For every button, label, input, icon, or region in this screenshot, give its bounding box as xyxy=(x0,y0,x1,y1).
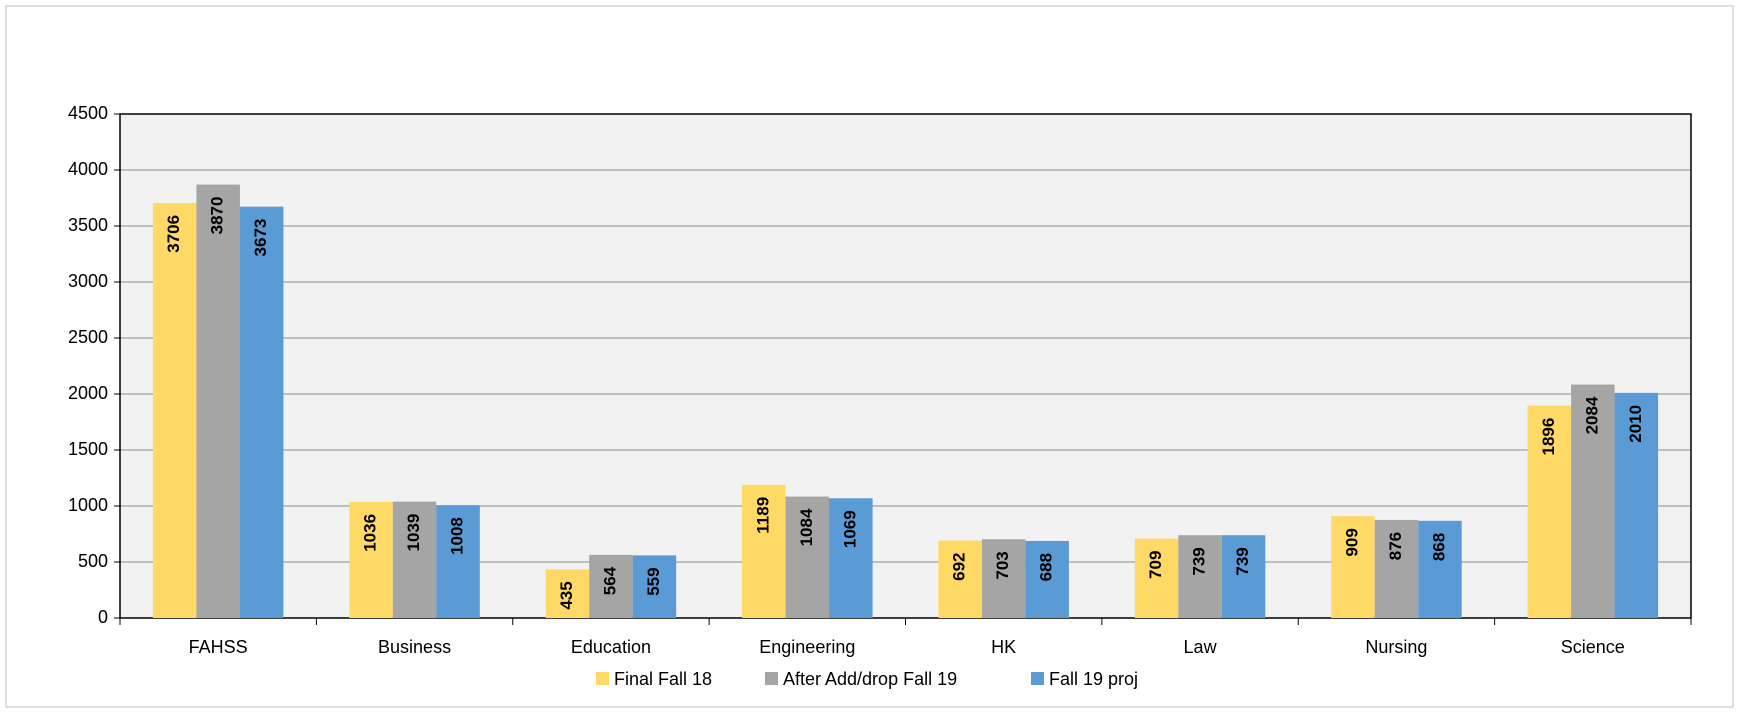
data-label: 703 xyxy=(993,551,1012,579)
data-label: 3870 xyxy=(208,197,227,235)
x-tick-label: Engineering xyxy=(759,637,855,657)
y-tick-label: 0 xyxy=(98,607,108,627)
y-tick-label: 3000 xyxy=(68,271,108,291)
data-label: 559 xyxy=(644,567,663,595)
data-label: 435 xyxy=(557,581,576,609)
y-tick-label: 2500 xyxy=(68,327,108,347)
bar xyxy=(829,498,873,618)
data-label: 1896 xyxy=(1539,418,1558,456)
bar xyxy=(349,501,393,618)
bar xyxy=(545,569,590,618)
legend-swatch xyxy=(596,672,609,685)
bar xyxy=(1571,384,1615,618)
bar xyxy=(436,505,480,618)
x-tick-label: Law xyxy=(1184,637,1218,657)
bar xyxy=(589,554,633,618)
data-label: 2010 xyxy=(1626,405,1645,443)
bar xyxy=(785,496,830,618)
x-tick-label: FAHSS xyxy=(189,637,248,657)
data-label: 868 xyxy=(1429,533,1448,561)
y-tick-label: 2000 xyxy=(68,383,108,403)
legend-swatch xyxy=(765,672,778,685)
data-label: 1008 xyxy=(448,517,467,555)
data-label: 909 xyxy=(1342,528,1361,556)
x-tick-label: Science xyxy=(1561,637,1625,657)
legend-label: Final Fall 18 xyxy=(614,669,712,689)
bar xyxy=(196,184,240,618)
data-label: 1084 xyxy=(797,508,816,546)
data-label: 1189 xyxy=(753,497,772,534)
data-label: 692 xyxy=(950,552,969,580)
data-label: 739 xyxy=(1190,547,1209,575)
data-label: 3706 xyxy=(164,215,183,253)
y-tick-label: 1000 xyxy=(68,495,108,515)
bar xyxy=(1221,535,1266,618)
data-label: 688 xyxy=(1037,553,1056,581)
y-tick-label: 500 xyxy=(78,551,108,571)
bar xyxy=(1614,392,1659,618)
bar xyxy=(392,501,437,618)
data-label: 739 xyxy=(1233,547,1252,575)
y-tick-label: 3500 xyxy=(68,215,108,235)
bar xyxy=(152,202,197,619)
data-label: 1036 xyxy=(361,514,380,552)
bar xyxy=(1134,538,1179,618)
bar xyxy=(981,539,1026,618)
data-label: 3673 xyxy=(251,219,270,257)
y-tick-label: 1500 xyxy=(68,439,108,459)
data-label: 564 xyxy=(600,566,619,595)
data-label: 709 xyxy=(1146,551,1165,579)
data-label: 1039 xyxy=(404,514,423,552)
bar xyxy=(1418,520,1462,618)
bar xyxy=(1374,519,1419,618)
data-label: 1069 xyxy=(840,510,859,548)
x-tick-label: Business xyxy=(378,637,451,657)
x-tick-label: Nursing xyxy=(1365,637,1427,657)
bar xyxy=(1025,540,1069,618)
bar xyxy=(1178,535,1222,618)
y-tick-label: 4000 xyxy=(68,159,108,179)
x-tick-label: Education xyxy=(571,637,651,657)
x-tick-label: HK xyxy=(991,637,1016,657)
legend-label: Fall 19 proj xyxy=(1049,669,1138,689)
y-tick-label: 4500 xyxy=(68,103,108,123)
data-label: 876 xyxy=(1386,532,1405,560)
bar xyxy=(632,555,677,618)
bar xyxy=(938,540,982,618)
legend-label: After Add/drop Fall 19 xyxy=(783,669,957,689)
legend-swatch xyxy=(1031,672,1044,685)
data-label: 2084 xyxy=(1582,396,1601,434)
bar xyxy=(742,484,786,618)
bar xyxy=(239,206,284,618)
bar xyxy=(1527,405,1572,618)
bar xyxy=(1331,516,1375,618)
